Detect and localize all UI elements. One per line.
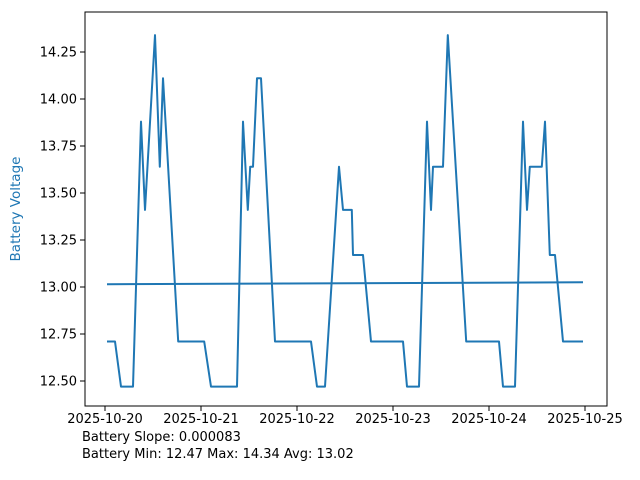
y-tick-label: 12.75 xyxy=(40,328,77,343)
y-tick-label: 13.50 xyxy=(40,187,77,202)
y-axis-label: Battery Voltage xyxy=(8,157,24,262)
x-tick-label: 2025-10-22 xyxy=(259,412,335,427)
axis-ticks: 2025-10-20 2025-10-21 2025-10-22 2025-10-23… xyxy=(40,46,623,428)
axes-spines xyxy=(84,11,608,407)
x-tick-label: 2025-10-24 xyxy=(451,412,527,427)
y-tick-label: 14.25 xyxy=(40,46,77,61)
x-tick-label: 2025-10-20 xyxy=(67,412,143,427)
y-tick-label: 13.75 xyxy=(40,140,77,155)
trend-line xyxy=(106,281,584,286)
battery-voltage xyxy=(107,34,583,388)
battery-slope-text: Battery Slope: 0.000083 xyxy=(82,430,241,445)
y-tick-label: 13.25 xyxy=(40,234,77,249)
x-tick-label: 2025-10-21 xyxy=(163,412,239,427)
y-tick-label: 14.00 xyxy=(40,93,77,108)
x-tick-label: 2025-10-25 xyxy=(547,412,623,427)
x-tick-label: 2025-10-23 xyxy=(355,412,431,427)
battery-stats-text: Battery Min: 12.47 Max: 14.34 Avg: 13.02 xyxy=(82,447,354,462)
y-tick-label: 13.00 xyxy=(40,281,77,296)
y-tick-label: 12.50 xyxy=(40,375,77,390)
data-series xyxy=(106,34,584,388)
